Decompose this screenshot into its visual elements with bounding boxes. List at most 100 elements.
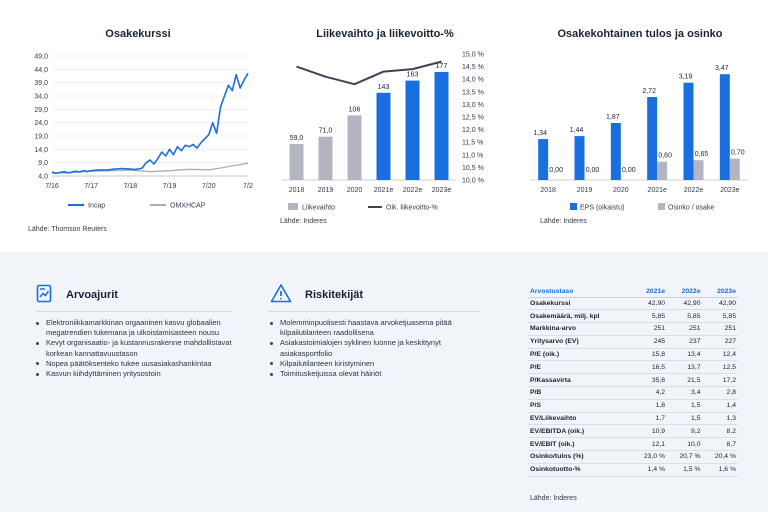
x-tick-label: 7/19 [163, 183, 177, 190]
revenue-chart: 59,0 2018 71,0 2019 106 2020 143 2021e 163 2022e 1… [282, 52, 484, 212]
bar-data-label: 0,00 [549, 167, 563, 174]
y-right-tick-label: 14,0 % [462, 77, 484, 84]
metric-value: 227 [702, 335, 738, 349]
metric-label: Osinko/tulos (%) [528, 450, 632, 464]
metric-value: 23,0 % [631, 450, 668, 464]
metric-value: 3,4 [667, 386, 703, 400]
legend-swatch [288, 203, 298, 210]
eps-bar [610, 122, 621, 180]
valuation-header-year: 2022e [667, 286, 703, 298]
metric-value: 1,5 [667, 399, 703, 413]
bullet-item: Asiakastoimialojen syklinen luonne ja ke… [268, 338, 480, 358]
bar-data-label: 143 [378, 84, 390, 91]
drivers-title: Arvoajurit [66, 289, 118, 301]
x-tick-label: 2018 [540, 187, 556, 194]
metric-value: 8,2 [702, 424, 738, 439]
bullet-item: Kilpailutilanteen kiristyminen [268, 359, 480, 369]
warning-icon [270, 284, 292, 303]
metric-value: 5,85 [667, 309, 703, 324]
metric-value: 251 [631, 322, 668, 336]
bullet-item: Toimitusketjuissa olevat häiriöt [268, 369, 480, 379]
metric-label: Osinkotuotto-% [528, 463, 632, 477]
metric-label: Yritysarvo (EV) [528, 335, 632, 349]
metric-value: 251 [702, 322, 738, 336]
metric-value: 4,2 [631, 386, 668, 400]
y-tick-label: 4,0 [38, 174, 48, 181]
bar-data-label: 0,00 [586, 167, 600, 174]
bar-data-label: 0,70 [731, 150, 745, 157]
legend-label: Osinko / osake [668, 205, 714, 212]
table-row: P/S 1,8 1,5 1,4 [528, 399, 738, 413]
metric-value: 1,8 [631, 399, 668, 413]
bar-data-label: 106 [349, 106, 361, 113]
y-tick-label: 49,0 [34, 54, 48, 61]
bar-data-label: 3,47 [715, 65, 729, 72]
metric-value: 5,85 [631, 309, 668, 324]
metric-label: EV/EBITDA (oik.) [528, 424, 632, 439]
bar-data-label: 1,44 [570, 127, 584, 134]
x-tick-label: 2022e [684, 187, 704, 194]
series-line-incap [51, 72, 249, 175]
table-row: Osinkotuotto-% 1,4 % 1,5 % 1,6 % [528, 463, 738, 477]
metric-value: 13,4 [667, 348, 703, 362]
table-row: P/Kassavirta 35,6 21,5 17,2 [528, 373, 738, 388]
y-right-tick-label: 15,0 % [462, 52, 484, 59]
valuation-source: Lähde: Inderes [530, 495, 577, 502]
table-row: Markkina-arvo 251 251 251 [528, 322, 738, 336]
table-row: P/E 16,5 13,7 12,5 [528, 360, 738, 375]
valuation-header-year: 2023e [702, 286, 738, 298]
dividend-bar [657, 161, 668, 180]
metric-value: 42,90 [702, 297, 738, 311]
y-tick-label: 14,0 [34, 147, 48, 154]
eps-bar [683, 82, 694, 180]
valuation-header-row: Arvostustaso 2021e 2022e 2023e [528, 286, 738, 298]
bar-data-label: 0,65 [695, 151, 709, 158]
eps-bar [719, 74, 730, 180]
legend-label: Oik. liikevoitto-% [386, 205, 438, 212]
x-tick-label: 2023e [720, 187, 740, 194]
revenue-bar [405, 80, 420, 180]
bullet-item: Nopea päätöksenteko tukee uusasiakashank… [34, 359, 236, 369]
metric-label: EV/Liikevaihto [528, 412, 632, 426]
legend-label: Incap [88, 203, 105, 210]
bar-data-label: 59,0 [290, 135, 304, 142]
metric-value: 251 [667, 322, 703, 336]
x-tick-label: 2019 [318, 187, 334, 194]
x-tick-label: 2020 [347, 187, 363, 194]
valuation-table: Arvostustaso 2021e 2022e 2023e Osakekurs… [528, 286, 738, 477]
table-row: P/B 4,2 3,4 2,8 [528, 386, 738, 400]
x-tick-label: 7/16 [45, 183, 59, 190]
table-row: P/E (oik.) 15,8 13,4 12,4 [528, 348, 738, 362]
table-row: Osakekurssi 42,90 42,90 42,90 [528, 297, 738, 311]
legend-label: EPS (oikaistu) [580, 205, 624, 212]
table-row: EV/EBITDA (oik.) 10,9 9,2 8,2 [528, 424, 738, 439]
revenue-bar [347, 115, 362, 180]
document-chart-icon [36, 284, 52, 303]
y-tick-label: 9,0 [38, 160, 48, 167]
eps-source: Lähde: Inderes [540, 218, 587, 225]
metric-value: 12,5 [702, 360, 738, 375]
metric-value: 10,0 [667, 437, 703, 452]
bar-data-label: 163 [407, 72, 419, 79]
metric-value: 9,2 [667, 424, 703, 439]
eps-bar [574, 136, 585, 180]
table-row: EV/EBIT (oik.) 12,1 10,0 8,7 [528, 437, 738, 452]
table-row: EV/Liikevaihto 1,7 1,5 1,3 [528, 412, 738, 426]
metric-value: 42,90 [631, 297, 668, 311]
metric-label: P/Kassavirta [528, 373, 632, 388]
metric-label: Osakemäärä, milj. kpl [528, 309, 632, 324]
bar-data-label: 177 [436, 63, 448, 70]
metric-value: 17,2 [702, 373, 738, 388]
bar-data-label: 1,34 [533, 130, 547, 137]
y-right-tick-label: 11,5 % [462, 140, 483, 147]
revenue-bar [318, 136, 333, 180]
metric-label: P/E [528, 360, 632, 375]
bar-data-label: 0,00 [622, 167, 636, 174]
y-right-tick-label: 14,5 % [462, 64, 484, 71]
metric-label: P/E (oik.) [528, 348, 632, 362]
metric-value: 12,1 [631, 437, 668, 452]
x-tick-label: 2020 [613, 187, 629, 194]
metric-value: 42,90 [667, 297, 703, 311]
table-row: Osinko/tulos (%) 23,0 % 20,7 % 20,4 % [528, 450, 738, 464]
share-price-chart-title: Osakekurssi [105, 28, 171, 40]
